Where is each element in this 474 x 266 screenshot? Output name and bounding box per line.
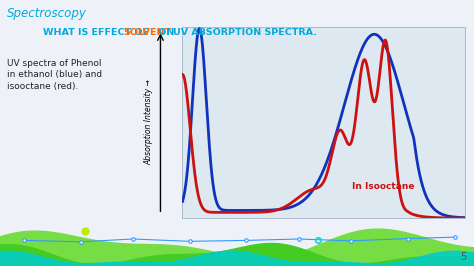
Text: WHAT IS EFFECT OF: WHAT IS EFFECT OF bbox=[43, 28, 152, 37]
Text: Absorption Intensity →: Absorption Intensity → bbox=[144, 80, 153, 165]
Text: In Isooctane: In Isooctane bbox=[352, 182, 414, 192]
Text: ON: ON bbox=[155, 28, 178, 37]
Text: Spectroscopy: Spectroscopy bbox=[7, 7, 87, 20]
Text: UV spectra of Phenol
in ethanol (blue) and
isooctane (red).: UV spectra of Phenol in ethanol (blue) a… bbox=[7, 59, 102, 91]
Text: 5: 5 bbox=[461, 252, 467, 262]
Text: SOLVENT: SOLVENT bbox=[124, 28, 172, 37]
Text: UV ABSORPTION SPECTRA.: UV ABSORPTION SPECTRA. bbox=[173, 28, 317, 37]
